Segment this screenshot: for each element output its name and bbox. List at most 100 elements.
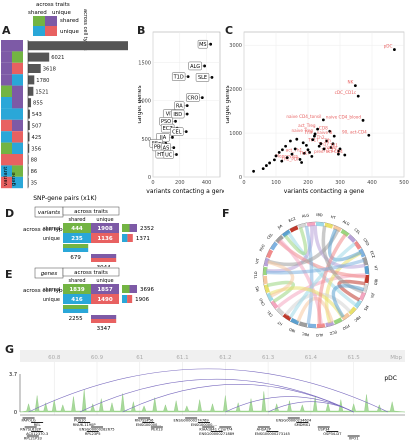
gene-label: RN7SSP56 bbox=[135, 419, 154, 423]
bar-data-label: 1780 bbox=[36, 78, 49, 84]
membership-variant-cell bbox=[1, 119, 12, 132]
panel-letter-d: D bbox=[5, 207, 15, 220]
scatter-point bbox=[353, 84, 357, 88]
row-total-bar bbox=[127, 234, 133, 242]
scatter-point bbox=[329, 146, 333, 149]
col-group-cell bbox=[62, 267, 120, 277]
row-total-label: 3696 bbox=[140, 287, 154, 293]
membership-gene-cell bbox=[12, 74, 23, 86]
legend-row-unique: unique bbox=[60, 29, 79, 35]
panel-f-chord-diagram: ALGCELCROECZHTIBDJIAMSPBCPSOECZALGPBCIBD… bbox=[254, 213, 378, 337]
legend-title-across-traits: across traits bbox=[36, 2, 70, 8]
label-box bbox=[197, 40, 208, 49]
chord-segment-label: VIT bbox=[255, 257, 260, 264]
chord-segment-label: CEL bbox=[266, 310, 273, 318]
legend-row-shared: shared bbox=[60, 18, 79, 24]
gene-label: KIAA1841 bbox=[199, 428, 217, 432]
point-label: SLE bbox=[198, 75, 207, 81]
membership-variant-cell bbox=[1, 74, 12, 86]
chord-link bbox=[337, 279, 366, 302]
scatter-point bbox=[337, 152, 340, 156]
membership-gene-cell bbox=[12, 85, 23, 97]
x-tick-label: 0 bbox=[151, 180, 154, 186]
point-label: T1D bbox=[173, 74, 184, 80]
y-axis-label: target genes bbox=[138, 85, 143, 123]
chord-link bbox=[267, 260, 295, 298]
point-label: Th1_PDF bbox=[280, 157, 300, 162]
chord-segment bbox=[316, 323, 326, 328]
panel-e-genes-table: genes across traits shared unique across cel… bbox=[23, 267, 154, 332]
panel-letter-g: G bbox=[5, 343, 15, 356]
membership-variant-cell bbox=[1, 165, 12, 177]
chord-segment-label: PSO bbox=[259, 244, 266, 252]
membership-gene-cell bbox=[12, 176, 23, 189]
y-tick-label: 2000 bbox=[229, 87, 242, 93]
bar-data-label: 6021 bbox=[51, 55, 64, 61]
gene-label: AHSA2P bbox=[257, 428, 272, 432]
row-total-label: 2352 bbox=[140, 226, 154, 232]
panel-a-bars: 6021 3618 1780 1521 855 543 507 425 356 88 86 35 bbox=[27, 40, 128, 189]
x-tick-label: 400 bbox=[202, 180, 212, 186]
row-total-bar bbox=[129, 285, 137, 293]
ruler-tick-label: 60.9 bbox=[91, 355, 104, 361]
chord-segment-label: ALG bbox=[302, 213, 310, 218]
panel-letter-b: B bbox=[137, 24, 146, 37]
chord-segment-label: HT bbox=[373, 265, 378, 271]
chord-segment bbox=[362, 256, 369, 266]
point-label: Th2 bbox=[316, 135, 325, 140]
point-label: naive bbox=[325, 145, 337, 150]
gene-label: ENSG00000282675 bbox=[79, 428, 114, 432]
chord-segment-label: CEL bbox=[353, 228, 361, 236]
y-tick-label: 0 bbox=[148, 175, 151, 181]
chord-segment-label: ECZ bbox=[369, 250, 375, 259]
scatter-point bbox=[265, 164, 268, 167]
membership-gene-cell bbox=[12, 142, 23, 154]
point-label: MS bbox=[199, 42, 207, 48]
ruler-tick-label: 61.1 bbox=[176, 355, 188, 361]
bar bbox=[28, 52, 50, 62]
chord-segment bbox=[281, 229, 291, 238]
gene-label: OSP34-DT bbox=[323, 432, 342, 436]
membership-gene-cell bbox=[12, 62, 23, 75]
point-label: naive CD4_tonsil bbox=[286, 114, 321, 119]
scatter-point bbox=[252, 169, 255, 173]
plot-area bbox=[243, 31, 405, 178]
scatter-point bbox=[277, 150, 281, 154]
chord-segment bbox=[347, 234, 356, 243]
col-total-label: 679 bbox=[70, 255, 81, 261]
x-tick-label: 500 bbox=[399, 180, 409, 186]
point-label: pDC bbox=[384, 44, 393, 49]
table-cell bbox=[63, 233, 91, 243]
point-label: Th9 bbox=[304, 130, 313, 135]
chord-segment bbox=[306, 222, 316, 227]
point-label: CD8 bbox=[319, 125, 328, 130]
chord-segment bbox=[354, 299, 362, 309]
scatter-point bbox=[295, 137, 299, 141]
chord-segment bbox=[270, 241, 278, 251]
point-label: PSO bbox=[161, 119, 171, 125]
chord-segment-label: JIA bbox=[370, 292, 376, 299]
point-label: Th17 bbox=[317, 142, 329, 147]
chord-segment bbox=[290, 317, 300, 325]
point-label: VIT bbox=[166, 111, 175, 117]
scatter-point bbox=[285, 156, 289, 160]
bar bbox=[28, 143, 30, 153]
table-cell bbox=[91, 294, 119, 304]
bar-data-label: 543 bbox=[32, 112, 42, 118]
membership-variant-cell bbox=[1, 176, 12, 189]
scatter-point bbox=[331, 142, 335, 146]
gene-label: ENSG00000234624 bbox=[276, 419, 312, 423]
point-label: naive CD4_blood bbox=[326, 114, 362, 119]
y-tick-label: 500 bbox=[141, 137, 151, 143]
y-tick-label: 1000 bbox=[229, 131, 242, 137]
panel-a-row-label-gene: gene bbox=[11, 172, 17, 186]
scatter-point bbox=[308, 150, 311, 154]
membership-variant-cell bbox=[1, 131, 12, 143]
scatter-point bbox=[268, 161, 271, 165]
point-label: act_Th1 bbox=[286, 147, 303, 152]
panel-a-row-label-variant: variant bbox=[3, 166, 9, 186]
chord-segment-label: IBD bbox=[373, 279, 378, 286]
table-row-label: shared bbox=[43, 226, 60, 232]
chord-link bbox=[266, 280, 296, 303]
x-tick-label: 400 bbox=[367, 180, 377, 186]
